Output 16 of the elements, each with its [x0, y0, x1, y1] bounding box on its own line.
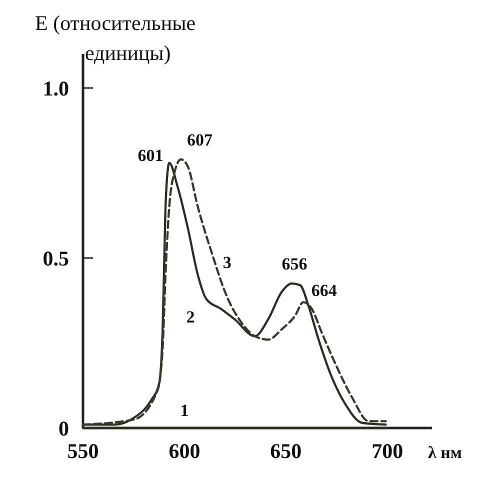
x-tick-label: 700 [372, 439, 404, 463]
annotation: 601 [138, 146, 164, 165]
series-label: 2 [186, 308, 195, 327]
annotation: 656 [282, 254, 308, 274]
x-tick-label: 650 [270, 439, 302, 463]
series-label: 3 [222, 253, 232, 272]
x-axis-title: λ нм [428, 443, 462, 462]
x-tick-label: 550 [67, 439, 99, 463]
annotation: 664 [311, 281, 338, 300]
y-tick-label: 0 [58, 416, 69, 440]
x-tick-label: 600 [168, 439, 200, 463]
annotation: 607 [187, 130, 214, 150]
y-tick-label: 1.0 [42, 76, 69, 100]
y-axis-title: E (относительные единицы) [35, 11, 196, 65]
y-tick-label: 0.5 [42, 246, 69, 270]
series-label: 1 [180, 401, 189, 420]
